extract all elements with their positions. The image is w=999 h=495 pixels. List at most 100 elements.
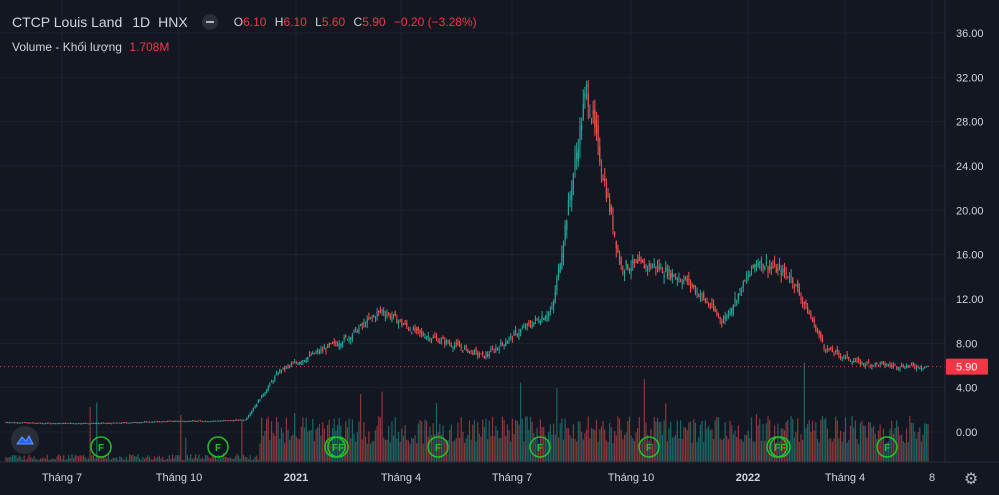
event-markers[interactable]: F F FF F F F FF F bbox=[90, 436, 898, 458]
volume-bar bbox=[851, 416, 853, 462]
event-marker-label: F bbox=[646, 443, 652, 454]
event-marker-label: F bbox=[884, 443, 890, 454]
volume-bar bbox=[142, 456, 144, 462]
volume-bar bbox=[96, 402, 98, 462]
candle-body bbox=[838, 352, 840, 355]
candle-body bbox=[701, 293, 703, 295]
candle-body bbox=[142, 422, 144, 424]
volume-bar bbox=[389, 442, 391, 462]
volume-bar bbox=[99, 456, 101, 462]
volume-bar bbox=[396, 438, 398, 462]
volume-bar bbox=[684, 427, 687, 462]
volume-bar bbox=[902, 441, 904, 462]
candle-body bbox=[254, 405, 256, 409]
volume-bar bbox=[64, 459, 66, 462]
candle-body bbox=[33, 422, 35, 424]
volume-bar bbox=[66, 458, 68, 462]
candle-body bbox=[694, 289, 697, 293]
candle-body bbox=[592, 110, 594, 114]
gear-icon[interactable]: ⚙ bbox=[963, 471, 979, 488]
volume-bar bbox=[813, 430, 815, 462]
volume-bar bbox=[764, 440, 766, 462]
chart-legend[interactable]: CTCP Louis Land 1D HNX O6.10 H6.10 L5.60… bbox=[12, 14, 482, 30]
candle-body bbox=[521, 328, 523, 330]
tradingview-logo-icon[interactable] bbox=[11, 426, 39, 454]
symbol-name[interactable]: CTCP Louis Land bbox=[12, 14, 123, 30]
volume-bar bbox=[26, 458, 29, 462]
candle-body bbox=[458, 344, 461, 348]
candle-body bbox=[757, 262, 759, 266]
candle-body bbox=[618, 253, 621, 263]
volume-bar bbox=[43, 457, 45, 462]
volume-bar bbox=[412, 438, 414, 462]
volume-bar bbox=[574, 438, 576, 462]
event-marker-f[interactable]: F bbox=[876, 436, 898, 458]
volume-bar bbox=[909, 416, 911, 462]
volume-bar bbox=[907, 442, 909, 462]
volume-bar bbox=[289, 439, 291, 462]
candle-body bbox=[425, 336, 428, 339]
volume-bar bbox=[679, 420, 682, 462]
volume-bar bbox=[391, 421, 393, 462]
event-marker-f[interactable]: F bbox=[427, 436, 449, 458]
event-marker-f[interactable]: F bbox=[529, 436, 551, 458]
volume-bar bbox=[414, 435, 416, 462]
interval-label[interactable]: 1D bbox=[132, 14, 151, 30]
candle-body bbox=[655, 266, 657, 269]
volume-legend[interactable]: Volume - Khối lượng 1.708M bbox=[12, 40, 169, 54]
volume-bar bbox=[305, 417, 307, 462]
candle-body bbox=[317, 350, 319, 352]
volume-bar bbox=[200, 459, 202, 462]
event-marker-f[interactable]: FF bbox=[766, 436, 791, 458]
candle-body bbox=[376, 312, 378, 317]
event-marker-f[interactable]: F bbox=[638, 436, 660, 458]
event-marker-f[interactable]: F bbox=[207, 436, 229, 458]
candle-body bbox=[889, 364, 891, 366]
candle-body bbox=[213, 420, 215, 422]
event-marker-f[interactable]: F bbox=[90, 436, 112, 458]
candle-body bbox=[587, 93, 589, 108]
candle-body bbox=[252, 408, 255, 411]
candle-body bbox=[879, 363, 881, 365]
candle-body bbox=[520, 329, 522, 333]
volume-label: Volume - Khối lượng bbox=[12, 40, 122, 54]
candle-body bbox=[505, 342, 507, 346]
candle-body bbox=[185, 421, 187, 423]
candle-body bbox=[237, 419, 240, 421]
volume-bar bbox=[844, 417, 847, 462]
volume-bar bbox=[864, 425, 866, 462]
volume-bar bbox=[416, 443, 418, 462]
candle-body bbox=[228, 420, 230, 422]
candle-body bbox=[211, 420, 213, 422]
event-marker-f[interactable]: FF bbox=[324, 436, 349, 458]
volume-bar bbox=[493, 436, 495, 462]
time-axis[interactable]: Tháng 7 Tháng 10 2021 Tháng 4 Tháng 7 Tháng 1… bbox=[0, 461, 999, 484]
volume-bar bbox=[292, 434, 294, 462]
volume-bar bbox=[717, 417, 720, 462]
volume-bar bbox=[564, 418, 566, 462]
volume-bar bbox=[726, 435, 728, 462]
candle-body bbox=[209, 421, 212, 423]
eye-icon[interactable] bbox=[201, 14, 218, 30]
candle-body bbox=[849, 360, 852, 362]
volume-bar bbox=[576, 441, 578, 462]
volume-bar bbox=[633, 441, 636, 462]
volume-bar bbox=[709, 430, 711, 462]
volume-bar bbox=[229, 457, 231, 462]
volume-bar bbox=[815, 422, 817, 462]
candle-body bbox=[863, 363, 865, 365]
price-axis[interactable]: 36.00 32.00 28.00 24.00 20.00 16.00 12.00 8.00 4… bbox=[944, 0, 999, 462]
candle-body bbox=[736, 300, 738, 303]
volume-bar bbox=[505, 435, 507, 462]
candle-body bbox=[261, 395, 263, 399]
candle-body bbox=[241, 419, 243, 421]
time-tick-label: 8 bbox=[929, 472, 935, 484]
volume-bar bbox=[861, 420, 863, 462]
price-tick-label: 0.00 bbox=[956, 427, 977, 439]
volume-bar bbox=[732, 434, 734, 462]
time-tick-label: Tháng 7 bbox=[42, 472, 82, 484]
volume-bar bbox=[40, 458, 42, 462]
candle-body bbox=[877, 365, 880, 367]
candle-body bbox=[658, 266, 660, 270]
